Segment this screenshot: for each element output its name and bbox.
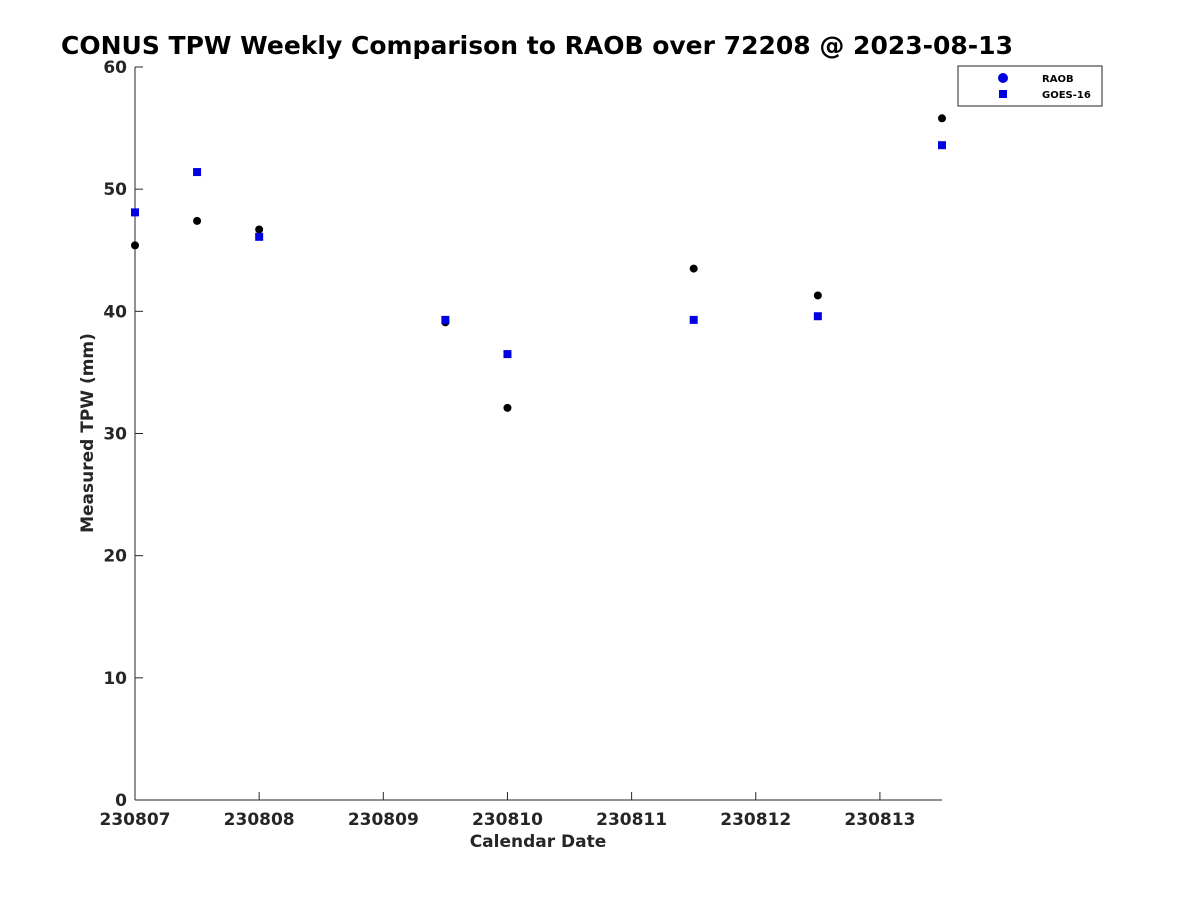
legend-label: RAOB	[1042, 74, 1074, 85]
x-tick-label: 230810	[472, 810, 543, 830]
legend-square-marker	[999, 90, 1007, 98]
legend-box	[957, 65, 1103, 107]
y-tick-label: 0	[115, 791, 127, 811]
goes-16-point	[255, 232, 264, 241]
legend: RAOB GOES-16	[957, 65, 1103, 107]
y-tick-label: 10	[103, 669, 127, 689]
x-tick-label: 230808	[224, 810, 295, 830]
goes-16-point	[441, 315, 450, 324]
goes-16-point	[131, 208, 139, 217]
raob-point	[938, 114, 946, 123]
y-tick-label: 40	[103, 302, 127, 322]
raob-point	[503, 403, 512, 412]
y-tick-label: 30	[103, 425, 127, 445]
series-raob	[131, 114, 946, 412]
x-axis-label: Calendar Date	[470, 832, 607, 852]
goes-16-point	[938, 141, 946, 150]
x-tick-label: 230813	[844, 810, 915, 830]
raob-point	[689, 264, 698, 273]
y-axis-label: Measured TPW (mm)	[78, 333, 98, 533]
y-tick-label: 20	[103, 547, 127, 567]
goes-16-point	[813, 312, 822, 321]
x-tick-label: 230807	[100, 810, 171, 830]
raob-point	[193, 216, 202, 225]
x-tick-label: 230812	[720, 810, 791, 830]
series-goes-16	[131, 141, 946, 359]
y-tick-label: 60	[103, 58, 127, 78]
goes-16-point	[689, 315, 698, 324]
x-tick-label: 230811	[596, 810, 667, 830]
legend-label: GOES-16	[1042, 90, 1091, 101]
y-axis-ticks: 0 10 20 30 40 50 60	[103, 58, 143, 811]
x-tick-label: 230809	[348, 810, 419, 830]
raob-point	[813, 291, 822, 300]
series-layer	[131, 114, 946, 412]
x-axis-ticks: 230807 230808 230809 230810 230811 230812 2308…	[100, 792, 915, 830]
raob-point	[255, 225, 264, 234]
goes-16-point	[193, 168, 202, 177]
goes-16-point	[503, 350, 512, 359]
raob-point	[131, 241, 139, 250]
legend-circle-marker	[998, 73, 1008, 83]
chart-title: CONUS TPW Weekly Comparison to RAOB over…	[61, 31, 1013, 60]
plot-area	[134, 67, 942, 801]
y-tick-label: 50	[103, 180, 127, 200]
